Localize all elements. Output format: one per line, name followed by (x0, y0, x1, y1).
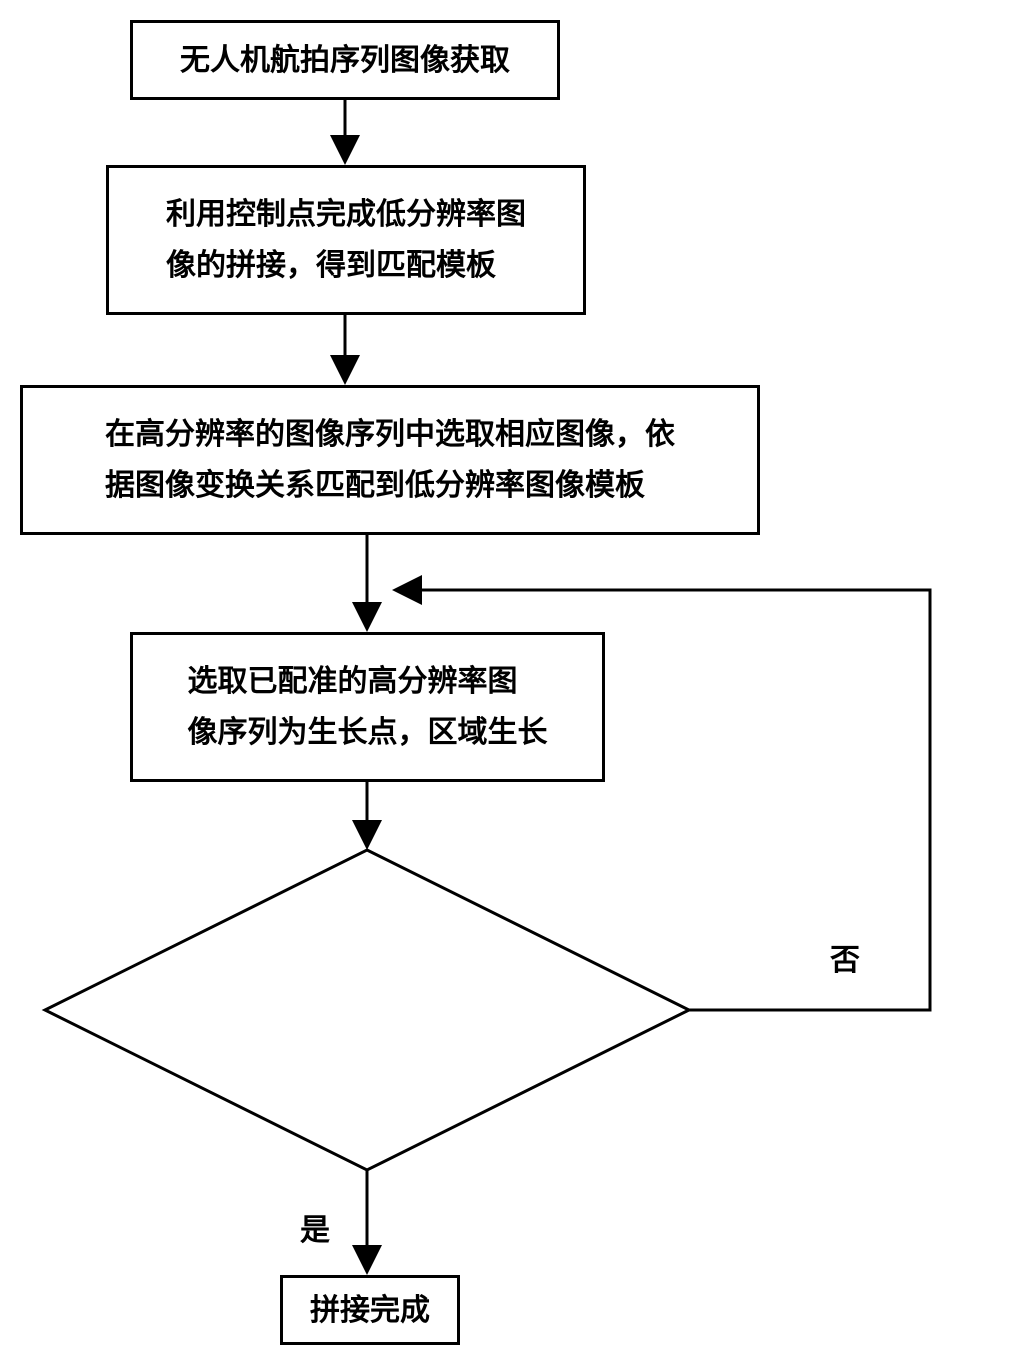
node-text-line: 据图像变换关系匹配到低分辨率图像模板 (105, 460, 675, 511)
node-select-high-res: 在高分辨率的图像序列中选取相应图像，依 据图像变换关系匹配到低分辨率图像模板 (20, 385, 760, 535)
node-text-line: 像的拼接，得到匹配模板 (166, 240, 526, 291)
node-text-line: 在高分辨率的图像序列中选取相应图像，依 (105, 409, 675, 460)
node-text-line: 像序列为生长点，区域生长 (188, 707, 548, 758)
flowchart-canvas: 无人机航拍序列图像获取 利用控制点完成低分辨率图 像的拼接，得到匹配模板 在高分… (0, 0, 1015, 1371)
node-region-grow: 选取已配准的高分辨率图 像序列为生长点，区域生长 (130, 632, 605, 782)
node-text-line: 选取已配准的高分辨率图 (188, 656, 548, 707)
node-text: 无人机航拍序列图像获取 (180, 35, 510, 86)
node-text: 拼接完成 (310, 1285, 430, 1336)
node-stitch-complete: 拼接完成 (280, 1275, 460, 1345)
node-acquire-images: 无人机航拍序列图像获取 (130, 20, 560, 100)
edge-label-no: 否 (830, 935, 860, 979)
edge-label-yes: 是 (300, 1205, 330, 1249)
node-decision-text: 判断所有高分辨率图 像序列是否匹配完成 (217, 960, 517, 1062)
node-text-line: 像序列是否匹配完成 (217, 1011, 517, 1062)
node-low-res-stitch: 利用控制点完成低分辨率图 像的拼接，得到匹配模板 (106, 165, 586, 315)
node-text-line: 利用控制点完成低分辨率图 (166, 189, 526, 240)
node-text-line: 判断所有高分辨率图 (217, 960, 517, 1011)
